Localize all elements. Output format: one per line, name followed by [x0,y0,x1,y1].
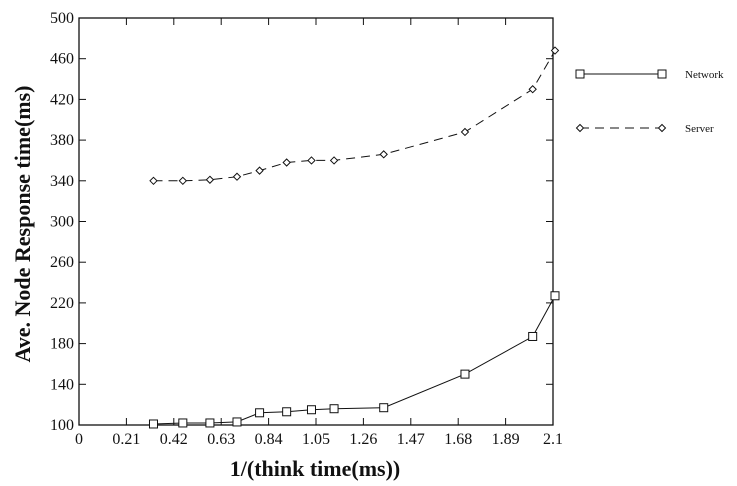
server-data-point [255,166,264,175]
y-tick-label: 300 [50,214,74,231]
y-tick-label: 100 [50,417,74,434]
x-axis-title: 1/(think time(ms)) [230,456,400,481]
legend-marker-network [657,69,667,79]
server-data-point [178,176,188,186]
y-tick-label: 460 [50,51,74,68]
server-series-line [153,50,556,182]
server-data-point [205,175,215,184]
network-data-point [255,408,265,418]
x-tick-label: 1.68 [444,431,472,448]
network-data-point [460,369,470,379]
y-tick-label: 260 [50,254,74,271]
legend-label-network: Network [685,69,724,81]
network-data-point [550,291,560,301]
x-tick-label: 1.05 [302,431,330,448]
legend-label-server: Server [685,123,714,135]
y-tick-label: 420 [50,91,74,108]
y-tick-label: 180 [50,336,74,353]
y-tick-label: 500 [50,10,74,27]
network-data-point [379,403,389,413]
network-data-point [329,404,339,414]
x-tick-label: 1.26 [349,431,377,448]
network-data-point [528,331,538,341]
plot-frame [78,17,554,426]
plot-area [78,17,554,426]
server-data-point [149,176,158,186]
network-data-point [148,419,158,429]
x-tick-label: 0.63 [207,431,235,448]
x-tick-label: 1.47 [397,431,425,448]
y-tick-label: 220 [50,295,74,312]
network-data-point [282,407,292,417]
network-data-point [205,418,215,428]
y-tick-label: 340 [50,173,74,190]
series-layer [148,46,560,429]
y-tick-label: 140 [50,376,74,393]
y-axis-title: Ave. Node Response time(ms) [10,86,35,363]
x-tick-label: 0.21 [112,431,140,448]
tick-layer: 0 0.21 0.42 0.63 0.84 1.05 1.26 1.47 1.68 1.89 2.1… [50,10,563,448]
network-data-point [306,405,316,415]
x-tick-label: 0.42 [160,431,188,448]
legend-marker-server [575,123,585,133]
network-data-point [178,418,188,428]
network-data-point [232,417,242,427]
server-data-point [460,127,470,137]
server-data-point [528,85,537,94]
x-tick-label: 0 [75,431,83,448]
x-tick-label: 2.1 [543,431,563,448]
x-tick-label: 0.84 [255,431,283,448]
network-series-line [153,295,556,425]
server-data-point [232,172,242,181]
server-data-point [550,46,560,55]
legend-marker-server [657,123,667,133]
x-tick-label: 1.89 [492,431,520,448]
server-data-point [282,158,291,167]
server-data-point [307,156,316,165]
legend-marker-network [575,69,585,79]
y-tick-label: 380 [50,132,74,149]
legend: Network Server [575,69,724,135]
server-data-point [329,156,339,165]
server-data-point [379,150,388,159]
